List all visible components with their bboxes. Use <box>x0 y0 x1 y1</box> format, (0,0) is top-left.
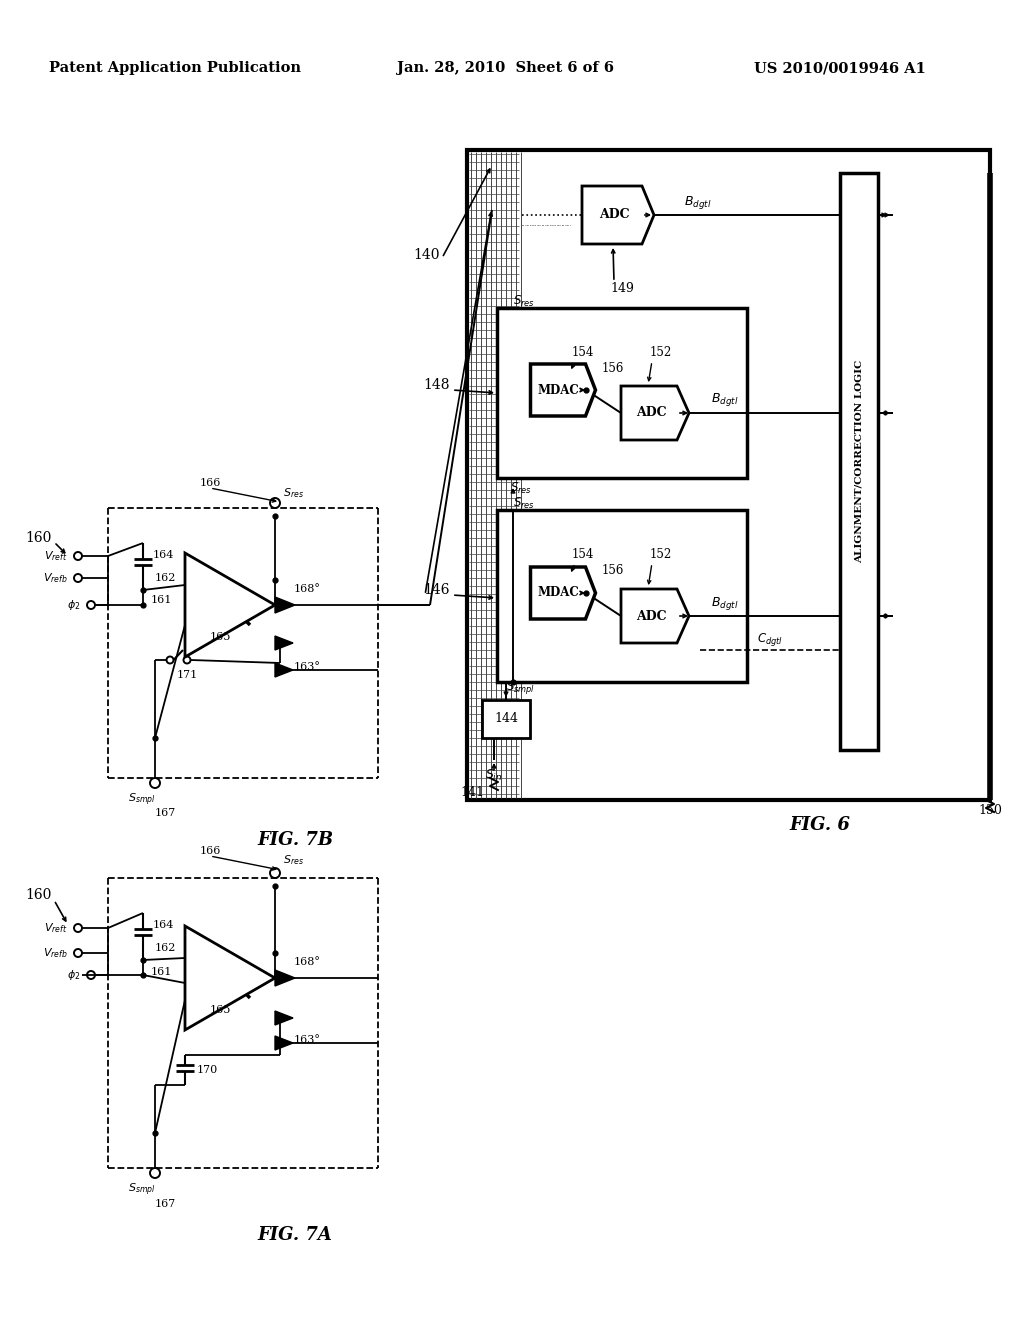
Text: 156: 156 <box>602 564 625 577</box>
Text: 141: 141 <box>460 785 484 799</box>
Text: ADC: ADC <box>599 209 630 222</box>
Text: 163°: 163° <box>294 1035 321 1045</box>
Text: ADC: ADC <box>636 407 667 420</box>
Text: $V_{refb}$: $V_{refb}$ <box>43 572 68 585</box>
Text: FIG. 7B: FIG. 7B <box>257 832 333 849</box>
Text: $S_{res}$: $S_{res}$ <box>513 495 535 511</box>
Bar <box>467 150 990 800</box>
Text: 164: 164 <box>153 550 174 560</box>
Text: 168°: 168° <box>294 957 321 968</box>
Polygon shape <box>530 364 596 416</box>
Text: 160: 160 <box>26 888 52 902</box>
Text: 148: 148 <box>424 378 450 392</box>
Polygon shape <box>621 589 689 643</box>
Text: 162: 162 <box>155 942 176 953</box>
Text: $S_{res}$: $S_{res}$ <box>283 486 304 500</box>
Text: 163°: 163° <box>294 663 321 672</box>
Text: $\phi_2$: $\phi_2$ <box>67 968 80 982</box>
Text: 167: 167 <box>155 1199 176 1209</box>
Text: 154: 154 <box>572 346 594 359</box>
Text: 171: 171 <box>177 671 199 680</box>
Text: 165: 165 <box>210 632 231 642</box>
Bar <box>497 510 746 682</box>
Text: 152: 152 <box>650 549 672 561</box>
Text: ALIGNMENT/CORRECTION LOGIC: ALIGNMENT/CORRECTION LOGIC <box>854 360 863 564</box>
Polygon shape <box>275 636 293 649</box>
Text: Jan. 28, 2010  Sheet 6 of 6: Jan. 28, 2010 Sheet 6 of 6 <box>396 61 613 75</box>
Text: $B_{dgtl}$: $B_{dgtl}$ <box>684 194 712 210</box>
Text: 168°: 168° <box>294 583 321 594</box>
Polygon shape <box>185 927 275 1030</box>
Text: 164: 164 <box>153 920 174 931</box>
Bar <box>840 173 878 750</box>
Text: $S_{smpl}$: $S_{smpl}$ <box>128 792 156 808</box>
Polygon shape <box>530 568 596 619</box>
Text: ADC: ADC <box>636 610 667 623</box>
Text: MDAC: MDAC <box>538 384 579 396</box>
Text: 166: 166 <box>200 478 221 488</box>
Text: $B_{dgtl}$: $B_{dgtl}$ <box>712 392 738 408</box>
Polygon shape <box>275 970 295 986</box>
Text: $S_{res}$: $S_{res}$ <box>510 480 532 495</box>
Text: 161: 161 <box>151 968 172 977</box>
Text: 140: 140 <box>414 248 440 261</box>
Bar <box>482 700 530 738</box>
Text: 165: 165 <box>210 1005 231 1015</box>
Text: $B_{dgtl}$: $B_{dgtl}$ <box>712 594 738 611</box>
Text: $\phi_2$: $\phi_2$ <box>67 598 80 612</box>
Text: 160: 160 <box>26 531 52 545</box>
Polygon shape <box>275 597 295 612</box>
Text: MDAC: MDAC <box>538 586 579 599</box>
Text: 170: 170 <box>197 1065 218 1074</box>
Text: $S_{in}$: $S_{in}$ <box>485 767 503 783</box>
Text: 154: 154 <box>572 549 594 561</box>
Text: 149: 149 <box>610 281 634 294</box>
Polygon shape <box>275 1036 293 1049</box>
Text: $V_{reft}$: $V_{reft}$ <box>44 549 68 562</box>
Text: $S_{res}$: $S_{res}$ <box>513 293 535 309</box>
Text: 166: 166 <box>200 846 221 855</box>
Text: $V_{reft}$: $V_{reft}$ <box>44 921 68 935</box>
Polygon shape <box>621 385 689 440</box>
Text: 144: 144 <box>494 713 518 726</box>
Polygon shape <box>185 553 275 657</box>
Polygon shape <box>582 186 654 244</box>
Text: FIG. 6: FIG. 6 <box>790 816 851 834</box>
Text: FIG. 7A: FIG. 7A <box>258 1226 333 1243</box>
Text: US 2010/0019946 A1: US 2010/0019946 A1 <box>754 61 926 75</box>
Polygon shape <box>275 663 293 677</box>
Text: 156: 156 <box>602 362 625 375</box>
Text: 162: 162 <box>155 573 176 583</box>
Text: Patent Application Publication: Patent Application Publication <box>49 61 301 75</box>
Text: 146: 146 <box>424 583 450 597</box>
Text: $V_{refb}$: $V_{refb}$ <box>43 946 68 960</box>
Text: $S_{res}$: $S_{res}$ <box>283 853 304 867</box>
Bar <box>497 308 746 478</box>
Text: $S_{smpl}$: $S_{smpl}$ <box>128 1181 156 1199</box>
Text: 152: 152 <box>650 346 672 359</box>
Text: $S_{smpl}$: $S_{smpl}$ <box>506 680 536 697</box>
Text: $C_{dgtl}$: $C_{dgtl}$ <box>757 631 783 648</box>
Text: 167: 167 <box>155 808 176 818</box>
Text: 150: 150 <box>978 804 1001 817</box>
Text: 161: 161 <box>151 595 172 605</box>
Polygon shape <box>275 1011 293 1026</box>
